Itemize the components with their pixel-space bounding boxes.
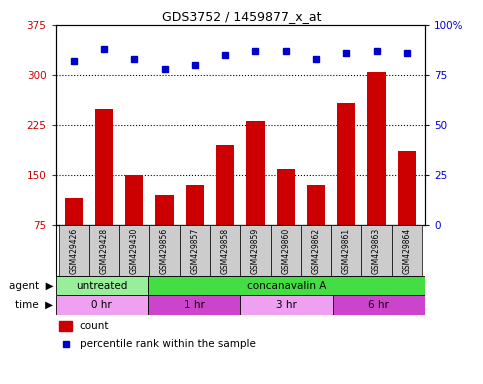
FancyBboxPatch shape xyxy=(119,225,149,276)
Text: GSM429864: GSM429864 xyxy=(402,227,412,274)
Bar xyxy=(186,185,204,275)
Text: GSM429860: GSM429860 xyxy=(281,227,290,274)
Bar xyxy=(337,103,355,275)
Text: time  ▶: time ▶ xyxy=(15,300,53,310)
FancyBboxPatch shape xyxy=(241,225,270,276)
Text: 3 hr: 3 hr xyxy=(276,300,297,310)
FancyBboxPatch shape xyxy=(58,225,89,276)
Text: concanavalin A: concanavalin A xyxy=(247,281,326,291)
Text: GSM429863: GSM429863 xyxy=(372,227,381,274)
Text: GSM429428: GSM429428 xyxy=(99,227,109,274)
Bar xyxy=(398,151,416,275)
Text: GDS3752 / 1459877_x_at: GDS3752 / 1459877_x_at xyxy=(162,10,321,23)
Bar xyxy=(246,121,265,275)
Bar xyxy=(156,195,174,275)
Text: GSM429861: GSM429861 xyxy=(342,227,351,274)
FancyBboxPatch shape xyxy=(392,225,422,276)
FancyBboxPatch shape xyxy=(56,295,148,315)
Text: GSM429426: GSM429426 xyxy=(69,227,78,274)
FancyBboxPatch shape xyxy=(331,225,361,276)
Bar xyxy=(277,169,295,275)
Text: GSM429859: GSM429859 xyxy=(251,227,260,274)
FancyBboxPatch shape xyxy=(89,225,119,276)
FancyBboxPatch shape xyxy=(301,225,331,276)
FancyBboxPatch shape xyxy=(210,225,241,276)
Text: GSM429857: GSM429857 xyxy=(190,227,199,274)
Text: count: count xyxy=(80,321,109,331)
FancyBboxPatch shape xyxy=(333,295,425,315)
Text: GSM429856: GSM429856 xyxy=(160,227,169,274)
Text: agent  ▶: agent ▶ xyxy=(9,281,53,291)
FancyBboxPatch shape xyxy=(56,276,148,295)
FancyBboxPatch shape xyxy=(148,276,425,295)
Bar xyxy=(59,321,72,331)
Text: GSM429862: GSM429862 xyxy=(312,227,321,274)
Bar xyxy=(307,185,325,275)
Text: GSM429858: GSM429858 xyxy=(221,227,229,274)
Text: 1 hr: 1 hr xyxy=(184,300,204,310)
Bar xyxy=(65,198,83,275)
FancyBboxPatch shape xyxy=(149,225,180,276)
Bar xyxy=(216,145,234,275)
Text: percentile rank within the sample: percentile rank within the sample xyxy=(80,339,256,349)
Bar xyxy=(368,71,385,275)
FancyBboxPatch shape xyxy=(148,295,241,315)
Text: untreated: untreated xyxy=(76,281,128,291)
Bar xyxy=(95,109,113,275)
FancyBboxPatch shape xyxy=(241,295,333,315)
Text: 6 hr: 6 hr xyxy=(369,300,389,310)
Text: 0 hr: 0 hr xyxy=(91,300,112,310)
Bar xyxy=(125,175,143,275)
FancyBboxPatch shape xyxy=(180,225,210,276)
Text: GSM429430: GSM429430 xyxy=(130,227,139,274)
FancyBboxPatch shape xyxy=(270,225,301,276)
FancyBboxPatch shape xyxy=(361,225,392,276)
